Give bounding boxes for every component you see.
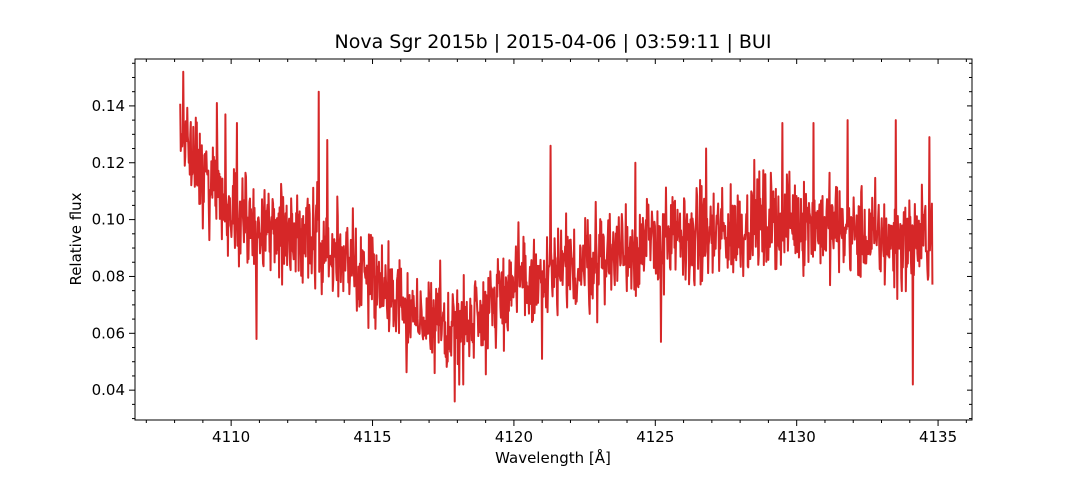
y-axis-title: Relative flux [67,192,85,285]
x-tick-label: 4130 [778,428,816,446]
y-tick-label: 0.06 [92,324,125,342]
x-axis-title: Wavelength [Å] [495,448,611,467]
y-tick-label: 0.12 [92,154,125,172]
x-tick-label: 4125 [636,428,674,446]
x-tick-label: 4115 [353,428,391,446]
y-axis: 0.04 0.06 0.08 0.10 0.12 0.14 [92,62,972,420]
spectrum-line [179,70,934,403]
x-tick-label: 4120 [495,428,533,446]
x-tick-label: 4110 [212,428,250,446]
chart-title: Nova Sgr 2015b | 2015-04-06 | 03:59:11 |… [335,31,772,53]
plot-area [179,70,934,403]
plot-frame [134,58,973,421]
y-tick-label: 0.04 [92,381,125,399]
x-axis: 4110 4115 4120 4125 4130 4135 [145,59,967,446]
y-tick-label: 0.10 [92,211,125,229]
y-tick-label: 0.08 [92,267,125,285]
y-tick-label: 0.14 [92,97,125,115]
x-tick-label: 4135 [919,428,957,446]
